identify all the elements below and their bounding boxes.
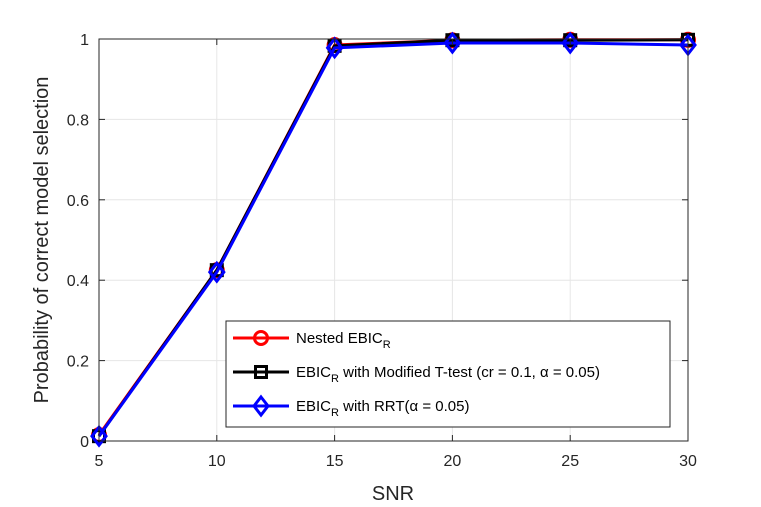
legend-marker <box>254 365 268 379</box>
legend-label: Nested EBICR <box>296 330 391 351</box>
series-3-point <box>207 260 226 284</box>
x-tick-label: 5 <box>95 453 104 470</box>
legend-label-rest: with RRT(α = 0.05) <box>339 398 470 415</box>
y-axis-label: Probability of correct model selection <box>31 77 53 404</box>
y-tick-label: 0.2 <box>67 354 89 371</box>
legend-label-subscript: R <box>331 407 339 419</box>
legend-label-rest: with Modified T-test (cr = 0.1, α = 0.05… <box>339 364 600 381</box>
x-tick-label: 20 <box>444 453 462 470</box>
legend-marker <box>253 330 269 346</box>
legend-label: EBICR with Modified T-test (cr = 0.1, α … <box>296 364 600 385</box>
legend-item: EBICR with Modified T-test (cr = 0.1, α … <box>233 364 600 385</box>
y-tick-label: 0.4 <box>67 273 89 290</box>
x-tick-label: 25 <box>561 453 579 470</box>
legend-label-main: Nested EBIC <box>296 330 383 347</box>
series-3-line <box>97 41 689 438</box>
y-tick-label: 0 <box>80 434 89 451</box>
tick-layer: 5 10 15 20 25 30 0 0.2 0.4 0.6 0.8 1 <box>67 32 697 470</box>
legend-item: Nested EBICR <box>233 330 391 351</box>
series-3-point <box>325 36 344 60</box>
legend-item: EBICR with RRT(α = 0.05) <box>233 394 470 419</box>
legend-label-subscript: R <box>383 339 391 351</box>
y-tick-label: 1 <box>80 32 89 49</box>
y-tick-label: 0.6 <box>67 193 89 210</box>
legend-label: EBICR with RRT(α = 0.05) <box>296 398 470 419</box>
legend-label-main: EBIC <box>296 364 331 381</box>
x-tick-label: 10 <box>208 453 226 470</box>
y-tick-label: 0.8 <box>67 112 89 129</box>
legend-box <box>225 320 671 428</box>
grid-lines <box>98 38 689 442</box>
legend-marker <box>252 394 270 418</box>
legend-label-main: EBIC <box>296 398 331 415</box>
series-3-point <box>443 31 462 55</box>
legend-label-subscript: R <box>331 373 339 385</box>
x-tick-label: 30 <box>679 453 697 470</box>
series-3-point <box>561 31 580 55</box>
x-tick-label: 15 <box>326 453 344 470</box>
plot-frame <box>98 38 689 442</box>
x-axis-label: SNR <box>372 483 414 505</box>
series-3-point <box>90 424 108 448</box>
series-layer <box>90 31 697 448</box>
